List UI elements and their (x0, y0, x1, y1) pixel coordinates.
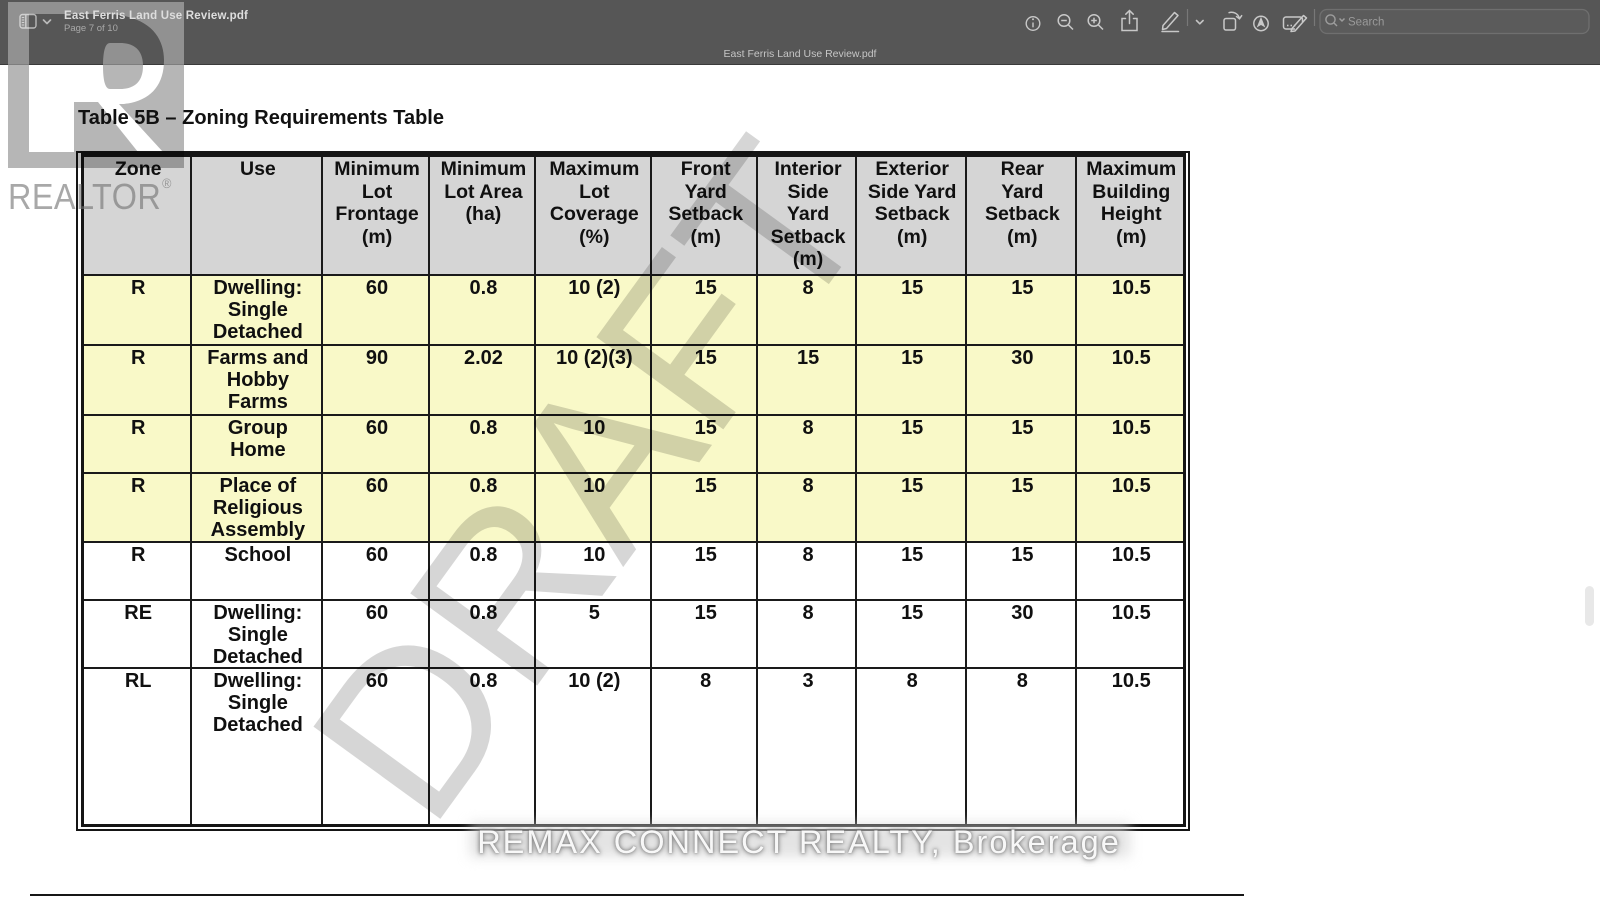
svg-text:Search: Search (1348, 17, 1384, 29)
